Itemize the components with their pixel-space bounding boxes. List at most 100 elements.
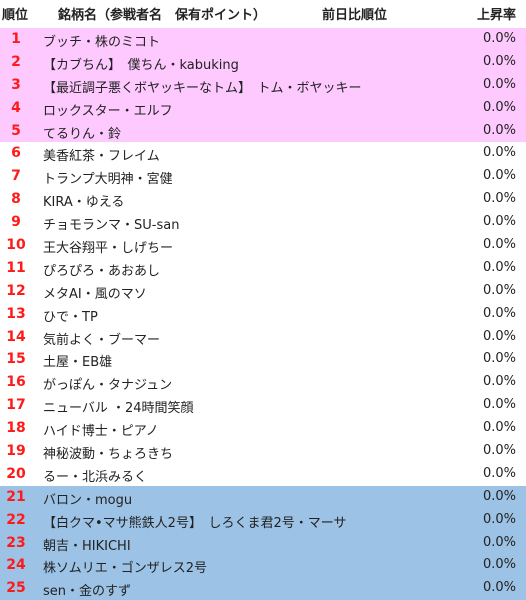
rank-cell: 4 [11, 99, 21, 116]
table-row: 22 【白クマ•マサ熊鉄人2号】 しろくま君2号・マーサ 0.0% [0, 508, 526, 532]
name-cell: sen・金のすず [43, 584, 132, 600]
rank-cell: 8 [11, 191, 21, 208]
rank-cell: 25 [6, 580, 26, 597]
name-cell: るー・北浜みるく [43, 469, 148, 485]
table-row: 18 ハイド博士・ピアノ 0.0% [0, 417, 526, 440]
rate-cell: 0.0% [482, 511, 516, 527]
rate-cell: 0.0% [482, 557, 516, 573]
rate-cell: 0.0% [482, 145, 516, 161]
name-cell: 【カブちん】 僕ちん・kabuking [43, 57, 239, 73]
table-row: 4 ロックスター・エルフ 0.0% [0, 96, 526, 120]
rank-cell: 18 [6, 420, 26, 437]
name-cell: 株ソムリエ・ゴンザレス2号 [43, 561, 208, 577]
rate-cell: 0.0% [482, 99, 516, 115]
rate-cell: 0.0% [482, 351, 516, 367]
header-rate: 上昇率 [476, 8, 516, 23]
rate-cell: 0.0% [482, 328, 516, 344]
table-row: 17 ニューバル ・24時間笑顔 0.0% [0, 394, 526, 417]
table-row: 15 土屋・EB雄 0.0% [0, 348, 526, 371]
table-row: 12 メタAI・風のマソ 0.0% [0, 280, 526, 303]
table-row: 8 KIRA・ゆえる 0.0% [0, 188, 526, 211]
name-cell: ロックスター・エルフ [43, 103, 173, 119]
header-rank: 順位 [2, 8, 29, 23]
rate-cell: 0.0% [482, 488, 516, 504]
name-cell: ぴろぴろ・あおあし [43, 263, 161, 279]
rank-cell: 19 [6, 443, 26, 460]
name-cell: がっぽん・タナジュン [43, 378, 173, 394]
rank-cell: 16 [6, 374, 26, 391]
rank-cell: 9 [11, 214, 21, 231]
table-row: 2 【カブちん】 僕ちん・kabuking 0.0% [0, 50, 526, 74]
table-row: 21 バロン・mogu 0.0% [0, 485, 526, 509]
rank-cell: 6 [11, 145, 21, 162]
rate-cell: 0.0% [482, 580, 516, 596]
rank-cell: 23 [6, 534, 26, 551]
rank-cell: 1 [11, 31, 21, 47]
name-cell: 土屋・EB雄 [43, 355, 113, 371]
rank-cell: 11 [6, 259, 26, 276]
table-body: 1 ブッチ・株のミコト 0.0% 2 【カブちん】 僕ちん・kabuking 0.0% 3 【… [0, 28, 526, 600]
rate-cell: 0.0% [482, 443, 516, 459]
rate-cell: 0.0% [482, 397, 516, 413]
rank-cell: 3 [11, 76, 21, 93]
name-cell: 【最近調子悪くボヤッキーなトム】 トム・ボヤッキー [43, 80, 362, 96]
header-name: 銘柄名（参戦者名 保有ポイント） [58, 8, 267, 23]
name-cell: ハイド博士・ピアノ [43, 424, 159, 440]
table-row: 3 【最近調子悪くボヤッキーなトム】 トム・ボヤッキー 0.0% [0, 73, 526, 97]
rank-cell: 10 [6, 237, 26, 254]
rate-cell: 0.0% [482, 420, 516, 436]
table-row: 1 ブッチ・株のミコト 0.0% [0, 28, 526, 51]
table-row: 14 気前よく・ブーマー 0.0% [0, 326, 526, 349]
rate-cell: 0.0% [482, 282, 516, 298]
rate-cell: 0.0% [482, 122, 516, 138]
table-row: 20 るー・北浜みるく 0.0% [0, 463, 526, 486]
table-row: 25 sen・金のすず 0.0% [0, 577, 526, 600]
rank-cell: 15 [6, 351, 26, 368]
rank-cell: 2 [11, 53, 21, 70]
rank-cell: 12 [6, 282, 26, 299]
rate-cell: 0.0% [482, 465, 516, 481]
name-cell: 王大谷翔平・しげちー [43, 241, 174, 257]
rank-cell: 22 [6, 511, 26, 528]
table-row: 7 トランプ大明神・宮健 0.0% [0, 165, 526, 188]
rank-cell: 21 [6, 488, 26, 505]
rank-cell: 24 [6, 557, 26, 574]
rate-cell: 0.0% [482, 168, 516, 184]
table-row: 13 ひで・TP 0.0% [0, 303, 526, 326]
table-row: 5 てるりん・鈴 0.0% [0, 119, 526, 143]
table-row: 16 がっぽん・タナジュン 0.0% [0, 371, 526, 394]
rank-cell: 20 [6, 465, 26, 482]
rate-cell: 0.0% [482, 237, 516, 253]
table-row: 19 神秘波動・ちょろきち 0.0% [0, 440, 526, 463]
name-cell: 美香紅茶・フレイム [43, 149, 160, 165]
rank-cell: 17 [6, 397, 26, 414]
name-cell: トランプ大明神・宮健 [43, 172, 173, 188]
rate-cell: 0.0% [482, 305, 516, 321]
name-cell: ニューバル ・24時間笑顔 [43, 401, 194, 417]
rate-cell: 0.0% [482, 31, 516, 46]
name-cell: KIRA・ゆえる [43, 195, 125, 211]
table-row: 9 チョモランマ・SU-san 0.0% [0, 211, 526, 234]
rate-cell: 0.0% [482, 374, 516, 390]
rate-cell: 0.0% [482, 76, 516, 92]
name-cell: 【白クマ•マサ熊鉄人2号】 しろくま君2号・マーサ [43, 515, 347, 531]
name-cell: メタAI・風のマソ [43, 286, 147, 302]
rate-cell: 0.0% [482, 259, 516, 275]
rank-cell: 7 [11, 168, 21, 185]
table-row: 10 王大谷翔平・しげちー 0.0% [0, 234, 526, 257]
rate-cell: 0.0% [482, 191, 516, 207]
rank-cell: 14 [6, 328, 26, 345]
name-cell: バロン・mogu [43, 492, 133, 508]
table-header: 順位 銘柄名（参戦者名 保有ポイント） 前日比順位 上昇率 [0, 0, 526, 28]
rank-cell: 13 [6, 305, 26, 322]
name-cell: チョモランマ・SU-san [43, 218, 180, 234]
table-row: 11 ぴろぴろ・あおあし 0.0% [0, 257, 526, 280]
name-cell: ブッチ・株のミコト [43, 35, 161, 50]
header-prev-rank: 前日比順位 [322, 8, 388, 23]
table-row: 24 株ソムリエ・ゴンザレス2号 0.0% [0, 554, 526, 578]
name-cell: 神秘波動・ちょろきち [43, 447, 174, 463]
rate-cell: 0.0% [482, 53, 516, 69]
rate-cell: 0.0% [482, 534, 516, 550]
rank-cell: 5 [11, 122, 21, 139]
